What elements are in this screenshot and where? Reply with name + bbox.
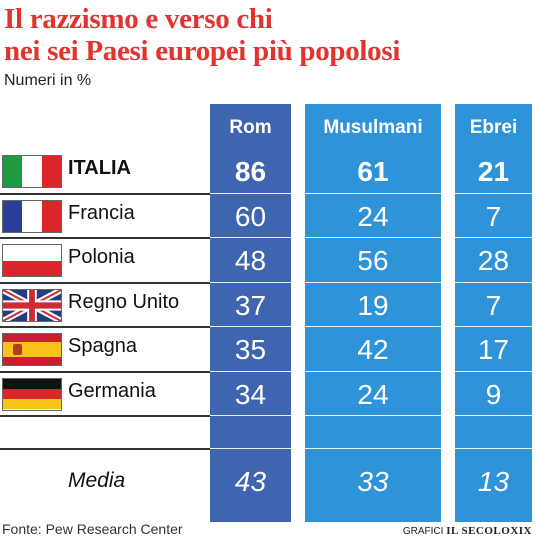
uk-flag-icon — [1, 286, 63, 324]
value-ebrei: 17 — [477, 334, 510, 365]
poland-flag-icon — [2, 244, 62, 277]
source-note: Fonte: Pew Research Center — [2, 521, 183, 537]
italy-flag-icon — [2, 155, 62, 188]
country-label: Regno Unito — [68, 290, 180, 313]
value-rom: 35 — [234, 334, 267, 365]
value-musulmani: 24 — [357, 378, 389, 410]
column-header-rom: Rom — [229, 117, 272, 138]
column-row-separator — [455, 237, 532, 238]
column-header-ebrei: Ebrei — [469, 117, 518, 138]
value-musulmani: 42 — [357, 334, 389, 365]
subtitle: Numeri in % — [4, 72, 92, 89]
value-musulmani: 61 — [357, 156, 389, 187]
row-separator — [0, 448, 210, 450]
credit-prefix: GRAFICI — [402, 526, 444, 537]
rom-column — [210, 104, 291, 522]
column-row-separator — [305, 415, 441, 416]
column-row-separator — [210, 192, 291, 194]
germany-flag-icon — [2, 377, 62, 411]
column-row-separator — [455, 192, 532, 194]
country-label: Spagna — [68, 335, 137, 357]
column-row-separator — [455, 415, 532, 416]
ebrei-column — [455, 104, 532, 522]
column-row-separator — [210, 448, 291, 449]
credit-brand: IL SECOLOXIX — [446, 525, 532, 537]
value-rom: 34 — [234, 378, 267, 410]
value-rom: 37 — [234, 289, 267, 321]
column-row-separator — [455, 281, 532, 283]
country-label: ITALIA — [68, 157, 131, 179]
column-row-separator — [455, 448, 532, 449]
average-value-ebrei: 13 — [477, 466, 510, 497]
column-header-musulmani: Musulmani — [323, 117, 423, 138]
value-ebrei: 9 — [485, 378, 502, 410]
spain-flag-icon — [2, 333, 62, 366]
column-row-separator — [305, 370, 441, 372]
value-ebrei: 28 — [477, 245, 510, 276]
column-row-separator — [210, 326, 291, 327]
column-row-separator — [455, 370, 532, 372]
value-musulmani: 56 — [357, 245, 389, 276]
credit: GRAFICI IL SECOLOXIX — [403, 525, 532, 537]
value-rom: 48 — [234, 245, 267, 276]
row-separator — [0, 415, 210, 417]
value-rom: 86 — [234, 156, 267, 187]
musulmani-column — [305, 104, 441, 522]
value-rom: 60 — [234, 200, 267, 232]
row-separator — [0, 237, 210, 239]
row-separator — [0, 281, 210, 284]
title-line-2: nei sei Paesi europei più popolosi — [4, 35, 401, 67]
column-row-separator — [210, 281, 291, 283]
column-row-separator — [305, 326, 441, 327]
column-row-separator — [455, 326, 532, 327]
column-row-separator — [305, 448, 441, 449]
value-musulmani: 19 — [357, 289, 389, 321]
value-ebrei: 7 — [485, 200, 502, 232]
row-separator — [0, 192, 210, 195]
column-row-separator — [305, 237, 441, 238]
column-row-separator — [305, 192, 441, 194]
value-ebrei: 7 — [485, 289, 502, 321]
average-value-musulmani: 33 — [357, 466, 389, 497]
average-value-rom: 43 — [234, 466, 267, 497]
france-flag-icon — [2, 199, 62, 233]
average-label: Media — [68, 469, 126, 492]
column-row-separator — [210, 370, 291, 372]
value-musulmani: 24 — [357, 200, 389, 232]
column-row-separator — [210, 237, 291, 238]
country-label: Francia — [68, 201, 135, 224]
title-line-1: Il razzismo e verso chi — [4, 3, 273, 35]
column-row-separator — [210, 415, 291, 416]
country-label: Germania — [68, 379, 156, 402]
country-label: Polonia — [68, 246, 135, 268]
column-row-separator — [305, 281, 441, 283]
value-ebrei: 21 — [477, 156, 510, 187]
row-separator — [0, 326, 210, 328]
row-separator — [0, 370, 210, 373]
